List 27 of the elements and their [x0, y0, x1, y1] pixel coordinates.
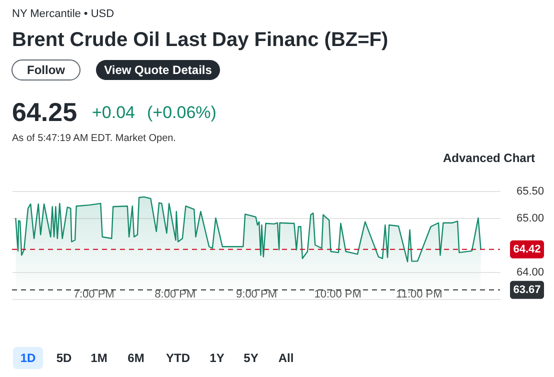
text: 5D [56, 351, 72, 365]
x-tick-label: 9:00 PM [236, 288, 277, 300]
y-tick-label: 65.50 [516, 186, 544, 198]
text: As of 5:47:19 AM EDT. Market Open. [12, 133, 176, 144]
chart-title: Brent Crude Oil Last Day Financ (BZ=F) [12, 29, 388, 51]
text: Advanced Chart [443, 151, 536, 165]
text: 1M [90, 351, 108, 365]
x-tick-label: 10:00 PM [314, 288, 362, 300]
text: 64.25 [12, 97, 78, 127]
text: (+0.06%) [147, 103, 216, 122]
ref-line-label: 63.67 [513, 284, 541, 296]
x-tick-label: 7:00 PM [73, 288, 114, 300]
x-tick-label: 11:00 PM [396, 288, 442, 300]
y-tick-label: 65.00 [516, 212, 544, 224]
text: 5Y [244, 351, 258, 365]
chart-subtitle: NY Mercantile • USD [12, 8, 114, 20]
ref-line-label: 64.42 [513, 243, 541, 256]
text: 6M [128, 351, 144, 365]
x-tick-label: 8:00 PM [154, 288, 196, 300]
y-tick-label: 64.00 [516, 266, 544, 278]
text: View Quote Details [104, 63, 212, 77]
text: All [278, 351, 294, 365]
text: 1Y [210, 351, 224, 365]
text: Follow [27, 63, 66, 77]
text: 1D [20, 351, 36, 365]
text: +0.04 [92, 103, 136, 122]
text: YTD [166, 351, 190, 365]
